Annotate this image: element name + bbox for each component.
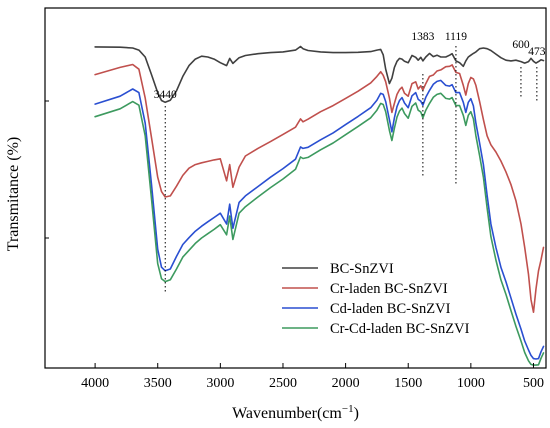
axis-layer: 4000 3500 3000 2500 2000 1500 1000 500	[45, 100, 544, 391]
x-tick-label: 500	[523, 376, 544, 391]
x-tick-label: 4000	[81, 376, 109, 391]
legend-label-2: Cr-laden BC-SnZVI	[330, 281, 448, 297]
series-line-3	[94, 79, 545, 360]
x-tick-label: 3500	[144, 376, 172, 391]
x-axis-title-superscript: −1	[342, 403, 354, 415]
x-tick-label: 3000	[206, 376, 234, 391]
legend: BC-SnZVI Cr-laden BC-SnZVI Cd-laden BC-SnZ…	[282, 261, 470, 337]
legend-label-4: Cr-Cd-laden BC-SnZVI	[330, 321, 470, 337]
x-tick-label: 1000	[457, 376, 485, 391]
plot-area-frame	[44, 7, 547, 369]
series-line-4	[94, 92, 545, 366]
series-line-1	[94, 45, 545, 104]
legend-label-3: Cd-laden BC-SnZVI	[330, 301, 451, 317]
legend-label-1: BC-SnZVI	[330, 261, 394, 277]
annotation-label-600: 600	[512, 39, 530, 51]
series-layer	[94, 45, 545, 366]
series-line-2	[94, 63, 545, 314]
x-tick-label: 2000	[332, 376, 360, 391]
x-tick-label: 1500	[394, 376, 422, 391]
x-axis-title-main: Wavenumber(cm	[232, 405, 342, 422]
annotation-label-1119: 1119	[445, 31, 467, 43]
y-axis-title: Transmitance (%)	[5, 137, 22, 252]
x-axis-title: Wavenumber(cm−1)	[232, 403, 359, 422]
x-tick-label: 2500	[269, 376, 297, 391]
x-axis-title-suffix: )	[354, 405, 359, 422]
annotation-label-3440: 3440	[154, 89, 177, 101]
annotation-label-1383: 1383	[411, 31, 434, 43]
annotation-label-473: 473	[528, 46, 546, 58]
